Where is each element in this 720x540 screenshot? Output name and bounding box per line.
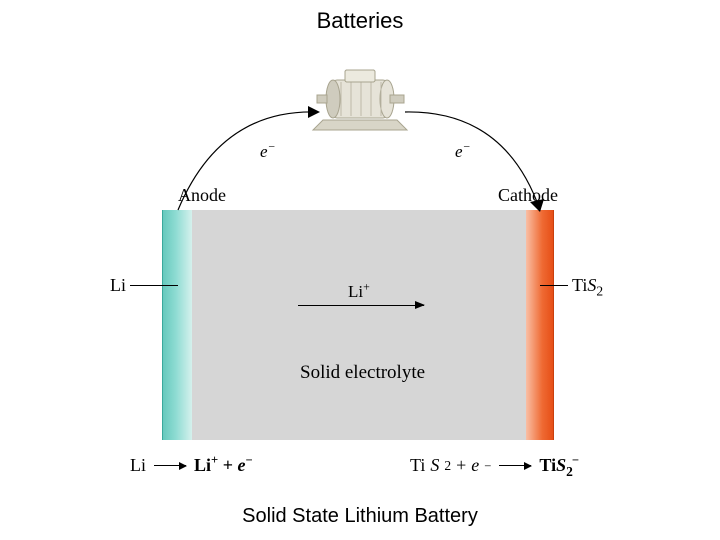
electron-label-right: e− (455, 142, 471, 162)
cathode-material-label: TiS2 (572, 275, 603, 296)
page-title: Batteries (0, 8, 720, 34)
battery-diagram: Anode Cathode Li TiS2 e− e− Li+ Solid el… (110, 50, 610, 480)
electrolyte-label: Solid electrolyte (300, 362, 425, 384)
anode-electrode (162, 210, 192, 440)
cathode-electrode (526, 210, 554, 440)
lithium-ion-label: Li+ (348, 282, 370, 302)
figure-caption: Solid State Lithium Battery (0, 505, 720, 528)
electrolyte-region (190, 210, 528, 440)
cathode-equation: TiS2 + e− TiS2− (410, 455, 579, 476)
anode-equation: Li Li+ + e− (130, 455, 253, 476)
ion-flow-arrow (298, 305, 424, 306)
cathode-label: Cathode (498, 185, 558, 206)
electron-label-left: e− (260, 142, 276, 162)
anode-material-label: Li (110, 275, 126, 296)
motor-icon (305, 62, 415, 132)
li-leader-line (130, 285, 178, 286)
tis2-leader-line (540, 285, 568, 286)
anode-label: Anode (178, 185, 226, 206)
